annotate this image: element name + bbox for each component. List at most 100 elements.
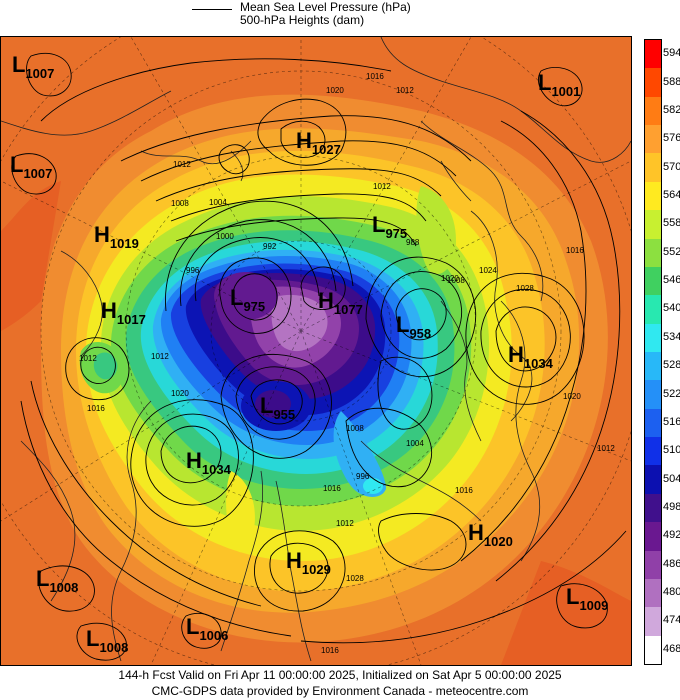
isobar-label: 1000 [216, 232, 234, 241]
colorbar-label: 486 [663, 557, 680, 570]
colorbar-label: 558 [663, 217, 680, 230]
low-955: L955 [260, 393, 296, 422]
colorbar-segment [645, 266, 661, 296]
low-1008-sw: L1008 [36, 566, 79, 595]
isobar-label: 1020 [326, 86, 344, 95]
low-1006: L1006 [186, 614, 229, 643]
isobar-label: 1012 [151, 352, 169, 361]
data-credit-text: CMC-GDPS data provided by Environment Ca… [151, 684, 529, 698]
low-975-polar: L975 [230, 285, 266, 314]
isobar-label: 1016 [455, 486, 473, 495]
colorbar-label: 582 [663, 103, 680, 116]
colorbar-label: 594 [663, 47, 680, 60]
height-shading [1, 37, 631, 665]
colorbar-label: 522 [663, 387, 680, 400]
colorbar-label: 540 [663, 302, 680, 315]
isobar-label: 996 [186, 266, 200, 275]
colorbar-label: 510 [663, 444, 680, 457]
colorbar-segment [645, 578, 661, 608]
isobar-label: 1012 [173, 160, 191, 169]
colorbar-segment [645, 153, 661, 183]
isobar-label: 1028 [516, 284, 534, 293]
colorbar-segment [645, 380, 661, 410]
low-1007-nw: L1007 [12, 52, 55, 81]
colorbar-label: 528 [663, 359, 680, 372]
colorbar-label: 492 [663, 529, 680, 542]
colorbar-label: 576 [663, 132, 680, 145]
colorbar-label: 504 [663, 472, 680, 485]
isobar-label: 1012 [396, 86, 414, 95]
colorbar-segment [645, 437, 661, 466]
colorbar-segment [645, 550, 661, 580]
isobar-label: 1012 [373, 182, 391, 191]
weather-map: 1016 1020 1012 1008 1004 1000 992 996 98… [0, 36, 632, 666]
heights-legend-label: 500-hPa Heights (dam) [240, 13, 365, 27]
high-1020: H1020 [468, 520, 513, 549]
colorbar-segment [645, 352, 661, 381]
colorbar-label: 552 [663, 245, 680, 258]
coastlines [1, 37, 631, 662]
colorbar-segment [645, 323, 661, 353]
colorbar-label: 480 [663, 586, 680, 599]
low-1008-s: L1008 [86, 626, 129, 655]
map-canvas: 1016 1020 1012 1008 1004 1000 992 996 98… [1, 37, 631, 665]
colorbar-segment [645, 238, 661, 268]
colorbar-label: 474 [663, 614, 680, 627]
colorbar-segment [645, 210, 661, 240]
forecast-valid-text: 144-h Fcst Valid on Fri Apr 11 00:00:00 … [118, 668, 562, 682]
isobar-label: 1024 [479, 266, 497, 275]
isobar-label: 988 [406, 238, 420, 247]
high-1019: H1019 [94, 222, 139, 251]
isobar-label: 1004 [406, 439, 424, 448]
isobar-label: 996 [356, 472, 370, 481]
colorbar-label: 516 [663, 415, 680, 428]
high-1029: H1029 [286, 548, 331, 577]
low-975: L975 [372, 212, 408, 241]
legend-header: Mean Sea Level Pressure (hPa) 500-hPa He… [0, 0, 680, 36]
isobar-label: 1008 [447, 276, 465, 285]
colorbar-segment [645, 68, 661, 98]
low-1001-ne: L1001 [538, 70, 581, 99]
isobar-label: 1008 [171, 199, 189, 208]
colorbar-segment [645, 635, 661, 665]
isobar-label: 1016 [323, 484, 341, 493]
colorbar-label: 498 [663, 501, 680, 513]
mslp-legend-line [192, 9, 232, 10]
colorbar-segment [645, 181, 661, 211]
low-958: L958 [396, 312, 432, 341]
isobar-label: 1016 [321, 646, 339, 655]
colorbar-segment [645, 465, 661, 495]
colorbar-segment [645, 493, 661, 523]
colorbar-segment [645, 522, 661, 552]
colorbar-label: 588 [663, 75, 680, 88]
high-1077: H1077 [318, 288, 363, 317]
colorbar-label: 570 [663, 160, 680, 173]
isobars [11, 53, 627, 661]
colorbar-segment [645, 125, 661, 154]
colorbar-label: 546 [663, 274, 680, 287]
high-1027: H1027 [296, 128, 341, 157]
isobar-label: 1016 [366, 72, 384, 81]
isobar-label: 1020 [171, 389, 189, 398]
low-1007-w: L1007 [10, 152, 53, 181]
isobar-label: 1020 [563, 392, 581, 401]
isobar-label: 1012 [79, 354, 97, 363]
high-1034-e: H1034 [508, 342, 553, 371]
isobar-label: 1020 [441, 274, 459, 283]
colorbar-segment [645, 295, 661, 325]
colorbar-label: 468 [663, 642, 680, 655]
isobar-label: 1004 [209, 198, 227, 207]
colorbar-segment [645, 96, 661, 126]
isobar-label: 1016 [566, 246, 584, 255]
high-1017: H1017 [101, 298, 146, 327]
isobar-label: 1012 [336, 519, 354, 528]
low-1009-se: L1009 [566, 584, 609, 613]
isobar-label: 992 [263, 242, 277, 251]
height-colorbar [644, 39, 662, 665]
colorbar-label: 564 [663, 189, 680, 201]
colorbar-segment [645, 408, 661, 438]
isobar-label: 1008 [346, 424, 364, 433]
mslp-legend-label: Mean Sea Level Pressure (hPa) [240, 0, 411, 14]
colorbar-segment [645, 40, 661, 69]
isobar-label: 1028 [346, 574, 364, 583]
